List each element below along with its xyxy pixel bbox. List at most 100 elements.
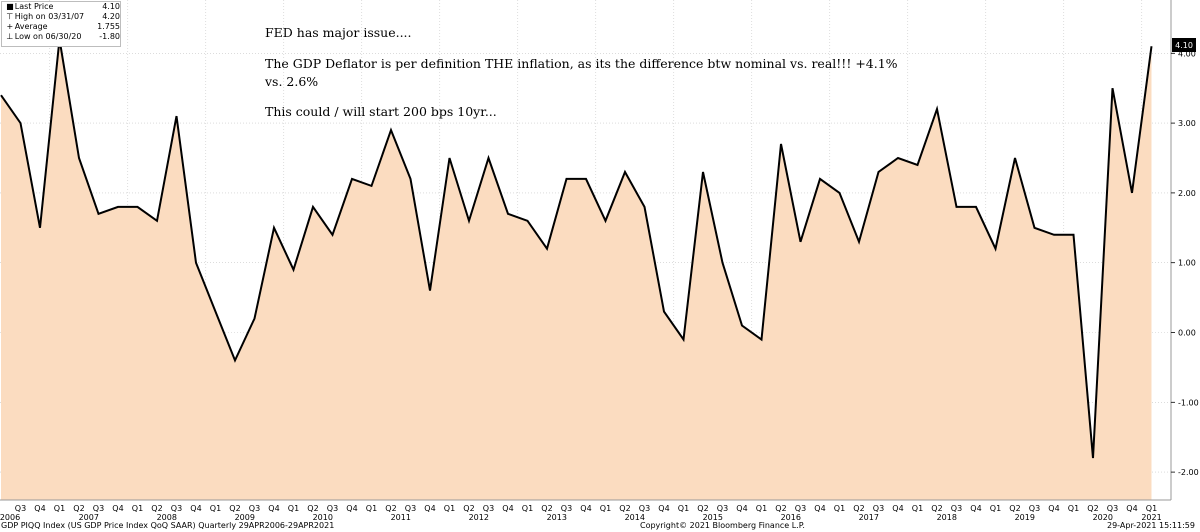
x-tick-label: Q1 xyxy=(444,504,455,513)
legend-row-last-price: ■ Last Price 4.10 xyxy=(2,2,120,12)
low-marker-icon: ⊥ xyxy=(6,32,14,41)
y-axis: -2.00 -1.00 0.00 1.00 2.00 3.00 4.00 xyxy=(1171,49,1199,477)
y-tick-label: 3.00 xyxy=(1178,119,1196,128)
legend-row-high: ⊤ High on 03/31/07 4.20 xyxy=(2,12,120,22)
series-area-fill xyxy=(1,39,1152,501)
y-tick-label: 4.00 xyxy=(1178,49,1196,58)
x-tick-label: Q4 xyxy=(658,504,669,513)
x-tick-label: Q2 xyxy=(385,504,396,513)
legend-value: 4.10 xyxy=(102,2,120,11)
x-tick-label: Q2 xyxy=(619,504,630,513)
x-tick-label: Q3 xyxy=(483,504,494,513)
x-tick-label: Q2 xyxy=(1009,504,1020,513)
x-tick-label: Q3 xyxy=(561,504,572,513)
x-tick-label: Q4 xyxy=(424,504,435,513)
x-tick-label: Q3 xyxy=(1029,504,1040,513)
x-tick-label: Q4 xyxy=(190,504,201,513)
annotation-line-2: The GDP Deflator is per definition THE i… xyxy=(265,56,898,71)
x-tick-label: Q1 xyxy=(756,504,767,513)
x-tick-label: Q1 xyxy=(288,504,299,513)
x-year-label: 2021 xyxy=(1141,513,1161,522)
x-tick-label: Q4 xyxy=(34,504,45,513)
x-tick-label: Q4 xyxy=(892,504,903,513)
x-tick-label: Q4 xyxy=(1048,504,1059,513)
x-tick-label: Q3 xyxy=(951,504,962,513)
x-year-label: 2018 xyxy=(937,513,957,522)
square-icon: ■ xyxy=(6,2,14,11)
legend-value: -1.80 xyxy=(99,32,120,41)
last-price-label-bg xyxy=(1172,38,1196,52)
footer-copyright: Copyright© 2021 Bloomberg Finance L.P. xyxy=(640,521,805,530)
legend-value: 1.755 xyxy=(97,22,120,31)
x-tick-label: Q3 xyxy=(873,504,884,513)
legend-label: Low on 06/30/20 xyxy=(14,32,82,41)
annotation-line-3: vs. 2.6% xyxy=(265,74,319,89)
x-year-label: 2010 xyxy=(313,513,333,522)
legend-row-low: ⊥ Low on 06/30/20 -1.80 xyxy=(2,32,120,42)
legend-row-average: + Average 1.755 xyxy=(2,22,120,32)
x-tick-label: Q2 xyxy=(73,504,84,513)
x-tick-label: Q4 xyxy=(268,504,279,513)
x-tick-label: Q1 xyxy=(54,504,65,513)
x-tick-label: Q1 xyxy=(678,504,689,513)
x-tick-label: Q1 xyxy=(1068,504,1079,513)
x-tick-label: Q4 xyxy=(814,504,825,513)
x-year-label: 2020 xyxy=(1093,513,1113,522)
y-tick-label: -1.00 xyxy=(1178,398,1199,407)
x-year-label: 2007 xyxy=(79,513,99,522)
x-tick-label: Q3 xyxy=(15,504,26,513)
x-tick-label: Q2 xyxy=(541,504,552,513)
x-tick-label: Q4 xyxy=(1126,504,1137,513)
annotation-line-1: FED has major issue.... xyxy=(265,25,412,40)
x-tick-label: Q1 xyxy=(132,504,143,513)
x-tick-label: Q1 xyxy=(1146,504,1157,513)
x-tick-label: Q4 xyxy=(502,504,513,513)
last-price-label: 4.10 xyxy=(1172,38,1196,52)
x-tick-label: Q2 xyxy=(1087,504,1098,513)
legend-box: ■ Last Price 4.10 ⊤ High on 03/31/07 4.2… xyxy=(1,1,121,47)
x-tick-label: Q3 xyxy=(93,504,104,513)
y-tick-label: 0.00 xyxy=(1178,329,1196,338)
y-tick-label: 1.00 xyxy=(1178,259,1196,268)
x-tick-label: Q1 xyxy=(912,504,923,513)
x-tick-label: Q2 xyxy=(853,504,864,513)
x-tick-label: Q3 xyxy=(795,504,806,513)
x-tick-label: Q2 xyxy=(775,504,786,513)
series-line xyxy=(0,39,1153,459)
x-year-label: 2014 xyxy=(625,513,645,522)
x-year-label: 2016 xyxy=(781,513,801,522)
legend-label: Average xyxy=(14,22,48,31)
footer-series-description: GDP PIQQ Index (US GDP Price Index QoQ S… xyxy=(1,521,335,530)
x-year-label: 2012 xyxy=(469,513,489,522)
x-tick-label: Q4 xyxy=(346,504,357,513)
x-tick-label: Q1 xyxy=(834,504,845,513)
footer-timestamp: 29-Apr-2021 15:11:59 xyxy=(1107,521,1195,530)
x-tick-label: Q3 xyxy=(327,504,338,513)
x-tick-label: Q3 xyxy=(717,504,728,513)
x-tick-label: Q1 xyxy=(600,504,611,513)
x-tick-label: Q3 xyxy=(249,504,260,513)
x-tick-label: Q1 xyxy=(366,504,377,513)
x-tick-label: Q2 xyxy=(229,504,240,513)
x-year-label: 2017 xyxy=(859,513,879,522)
x-tick-label: Q2 xyxy=(463,504,474,513)
legend-label: High on 03/31/07 xyxy=(14,12,85,21)
x-tick-label: Q3 xyxy=(639,504,650,513)
x-tick-label: Q1 xyxy=(522,504,533,513)
x-year-label: 2019 xyxy=(1015,513,1035,522)
x-tick-label: Q4 xyxy=(970,504,981,513)
x-tick-label: Q2 xyxy=(931,504,942,513)
x-tick-label: Q4 xyxy=(580,504,591,513)
last-price-label-text: 4.10 xyxy=(1175,41,1193,50)
x-tick-label: Q1 xyxy=(210,504,221,513)
x-tick-label: Q3 xyxy=(1107,504,1118,513)
x-year-label: 2008 xyxy=(157,513,177,522)
x-axis: Q3 Q4 Q1 Q2 Q3 Q4 Q1 Q2 Q3 Q4 Q1 Q2 Q3 Q4 Q1 Q2 Q3 Q4 Q1 Q2… xyxy=(0,504,1162,522)
x-tick-label: Q2 xyxy=(151,504,162,513)
x-tick-label: Q1 xyxy=(990,504,1001,513)
x-tick-label: Q4 xyxy=(112,504,123,513)
average-marker-icon: + xyxy=(6,22,14,31)
x-tick-label: Q3 xyxy=(405,504,416,513)
x-tick-label: Q4 xyxy=(736,504,747,513)
